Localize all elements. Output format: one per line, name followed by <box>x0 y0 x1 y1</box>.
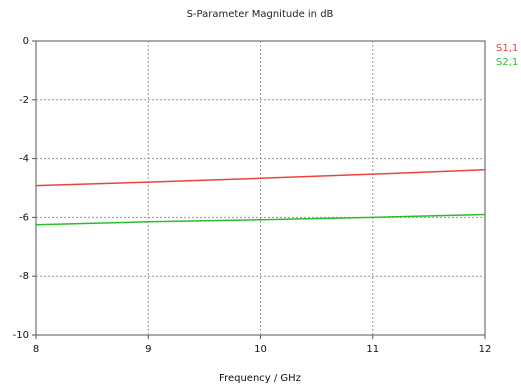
y-tick-label: 0 <box>23 36 29 47</box>
y-tick-label: -10 <box>13 330 29 341</box>
series-point-1 <box>147 181 150 183</box>
series-point-2 <box>259 218 262 221</box>
grid-layer <box>36 41 485 335</box>
series-point-2 <box>147 221 150 223</box>
y-tick-label: -6 <box>19 212 29 223</box>
tick-layer: 8 9 10 11 12 0 -2 -4 -6 -8 -10 <box>13 36 492 355</box>
legend-entry-2: S2,1 <box>496 57 518 68</box>
series-point-1 <box>35 184 37 187</box>
series-point-2 <box>484 213 486 216</box>
series-point-1 <box>371 173 374 175</box>
legend-entry-1: S1,1 <box>496 43 518 54</box>
x-tick-label: 8 <box>33 344 39 355</box>
series-point-1 <box>484 168 486 171</box>
series-layer <box>35 168 486 226</box>
x-tick-label: 12 <box>479 344 492 355</box>
series-point-2 <box>371 216 374 219</box>
x-tick-label: 11 <box>366 344 379 355</box>
y-tick-label: -8 <box>19 271 29 282</box>
x-tick-label: 10 <box>254 344 267 355</box>
y-tick-label: -2 <box>19 95 29 106</box>
y-tick-label: -4 <box>19 154 29 165</box>
chart-title: S-Parameter Magnitude in dB <box>187 9 334 20</box>
series-point-2 <box>35 223 37 226</box>
x-axis-label: Frequency / GHz <box>219 373 301 384</box>
series-point-1 <box>259 177 262 180</box>
legend-layer: S1,1 S2,1 <box>496 43 518 68</box>
x-tick-label: 9 <box>145 344 151 355</box>
